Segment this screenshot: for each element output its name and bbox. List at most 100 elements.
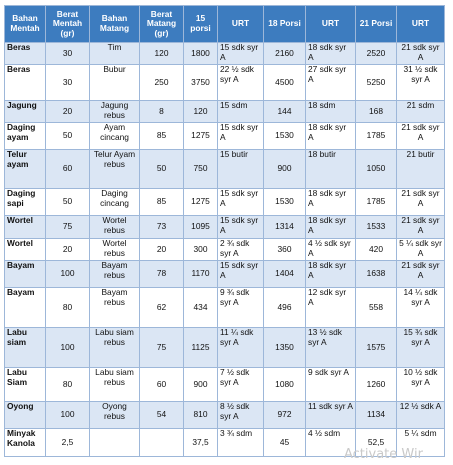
porsi-21-cell: 1575: [355, 327, 397, 368]
urt-18-cell: 18 sdk syr A: [305, 122, 356, 150]
urt-15-cell: 22 ½ sdk syr A: [217, 64, 264, 101]
porsi-15-cell: 750: [183, 149, 218, 189]
berat-matang-cell: 75: [139, 327, 184, 368]
header-urt-15: URT: [217, 5, 264, 43]
urt-21-cell: 21 sdk syr A: [396, 260, 445, 288]
bahan-matang-cell: Bayam rebus: [89, 260, 140, 288]
bahan-mentah-cell: Beras: [4, 42, 46, 65]
porsi-15-cell: 1275: [183, 188, 218, 216]
urt-15-cell: 15 sdk syr A: [217, 42, 264, 65]
bahan-matang-cell: Labu siam rebus: [89, 327, 140, 368]
urt-21-cell: 14 ¼ sdk syr A: [396, 287, 445, 328]
porsi-15-cell: 300: [183, 238, 218, 261]
porsi-21-cell: 1785: [355, 188, 397, 216]
urt-15-cell: 11 ¼ sdk syr A: [217, 327, 264, 368]
berat-matang-cell: 78: [139, 260, 184, 288]
porsi-18-cell: 4500: [263, 64, 306, 101]
table-row: Bayam 100 Bayam rebus 78 1170 15 sdk syr A 140…: [4, 260, 445, 288]
urt-15-cell: 15 sdk syr A: [217, 188, 264, 216]
porsi-21-cell: 420: [355, 238, 397, 261]
urt-18-cell: 18 sdk syr A: [305, 215, 356, 239]
urt-18-cell: 4 ½ sdm: [305, 428, 356, 457]
berat-matang-cell: 54: [139, 401, 184, 429]
porsi-18-cell: 1530: [263, 122, 306, 150]
urt-21-cell: 21 sdk syr A: [396, 188, 445, 216]
berat-matang-cell: 20: [139, 238, 184, 261]
berat-mentah-cell: 20: [45, 238, 90, 261]
porsi-21-cell: 2520: [355, 42, 397, 65]
urt-21-cell: 31 ½ sdk syr A: [396, 64, 445, 101]
urt-15-cell: 15 sdk syr A: [217, 260, 264, 288]
bahan-mentah-cell: Beras: [4, 64, 46, 101]
table-row: Telur ayam 60 Telur Ayam rebus 50 750 15 buti…: [4, 149, 445, 189]
porsi-18-cell: 900: [263, 149, 306, 189]
berat-matang-cell: [139, 428, 184, 457]
porsi-15-cell: 1800: [183, 42, 218, 65]
porsi-15-cell: 3750: [183, 64, 218, 101]
porsi-15-cell: 1125: [183, 327, 218, 368]
porsi-18-cell: 45: [263, 428, 306, 457]
porsi-21-cell: 1260: [355, 367, 397, 402]
berat-mentah-cell: 100: [45, 401, 90, 429]
urt-15-cell: 15 butir: [217, 149, 264, 189]
urt-18-cell: 18 sdk syr A: [305, 260, 356, 288]
bahan-matang-cell: Jagung rebus: [89, 100, 140, 123]
porsi-18-cell: 360: [263, 238, 306, 261]
bahan-matang-cell: Labu siam rebus: [89, 367, 140, 402]
porsi-18-cell: 496: [263, 287, 306, 328]
table-row: Daging sapi 50 Daging cincang 85 1275 15 sdk …: [4, 188, 445, 216]
porsi-15-cell: 900: [183, 367, 218, 402]
urt-15-cell: 8 ½ sdk syr A: [217, 401, 264, 429]
urt-18-cell: 18 sdm: [305, 100, 356, 123]
berat-mentah-cell: 60: [45, 149, 90, 189]
porsi-18-cell: 144: [263, 100, 306, 123]
porsi-15-cell: 1095: [183, 215, 218, 239]
bahan-matang-cell: Telur Ayam rebus: [89, 149, 140, 189]
berat-matang-cell: 250: [139, 64, 184, 101]
portion-table: Bahan Mentah Berat Mentah (gr) Bahan Mat…: [4, 5, 445, 457]
urt-15-cell: 15 sdm: [217, 100, 264, 123]
bahan-matang-cell: Ayam cincang: [89, 122, 140, 150]
urt-15-cell: 3 ¾ sdm: [217, 428, 264, 457]
bahan-matang-cell: [89, 428, 140, 457]
porsi-18-cell: 2160: [263, 42, 306, 65]
berat-mentah-cell: 30: [45, 42, 90, 65]
header-urt-18: URT: [305, 5, 356, 43]
table-row: Wortel 75 Wortel rebus 73 1095 15 sdk syr A 13…: [4, 215, 445, 239]
porsi-15-cell: 37,5: [183, 428, 218, 457]
table-row: Wortel 20 Wortel rebus 20 300 2 ¾ sdk syr A 36…: [4, 238, 445, 261]
table-row: Beras 30 Tim 120 1800 15 sdk syr A 2160 18 sdk …: [4, 42, 445, 65]
bahan-mentah-cell: Labu Siam: [4, 367, 46, 402]
porsi-15-cell: 1170: [183, 260, 218, 288]
urt-21-cell: 5 ¼ sdm: [396, 428, 445, 457]
berat-matang-cell: 50: [139, 149, 184, 189]
urt-21-cell: 21 sdm: [396, 100, 445, 123]
urt-21-cell: 15 ¾ sdk syr A: [396, 327, 445, 368]
urt-21-cell: 10 ½ sdk syr A: [396, 367, 445, 402]
bahan-mentah-cell: Bayam: [4, 287, 46, 328]
bahan-matang-cell: Wortel rebus: [89, 215, 140, 239]
urt-18-cell: 13 ½ sdk syr A: [305, 327, 356, 368]
table-row: Labu Siam 80 Labu siam rebus 60 900 7 ½ sdk s…: [4, 367, 445, 402]
bahan-matang-cell: Tim: [89, 42, 140, 65]
urt-21-cell: 21 sdk syr A: [396, 215, 445, 239]
berat-matang-cell: 73: [139, 215, 184, 239]
berat-mentah-cell: 20: [45, 100, 90, 123]
table-row: Jagung 20 Jagung rebus 8 120 15 sdm 144 18 sdm 1…: [4, 100, 445, 123]
urt-15-cell: 9 ¾ sdk syr A: [217, 287, 264, 328]
urt-15-cell: 15 sdk syr A: [217, 122, 264, 150]
bahan-mentah-cell: Jagung: [4, 100, 46, 123]
porsi-21-cell: 1785: [355, 122, 397, 150]
berat-mentah-cell: 50: [45, 188, 90, 216]
berat-mentah-cell: 100: [45, 327, 90, 368]
porsi-15-cell: 810: [183, 401, 218, 429]
berat-matang-cell: 120: [139, 42, 184, 65]
header-berat-mentah: Berat Mentah (gr): [45, 5, 90, 43]
header-bahan-matang: Bahan Matang: [89, 5, 140, 43]
header-bahan-mentah: Bahan Mentah: [4, 5, 46, 43]
urt-18-cell: 18 sdk syr A: [305, 42, 356, 65]
windows-activation-watermark: Activate Wir: [344, 447, 423, 462]
table-row: Oyong 100 Oyong rebus 54 810 8 ½ sdk syr A 972…: [4, 401, 445, 429]
porsi-18-cell: 1404: [263, 260, 306, 288]
urt-18-cell: 4 ½ sdk syr A: [305, 238, 356, 261]
